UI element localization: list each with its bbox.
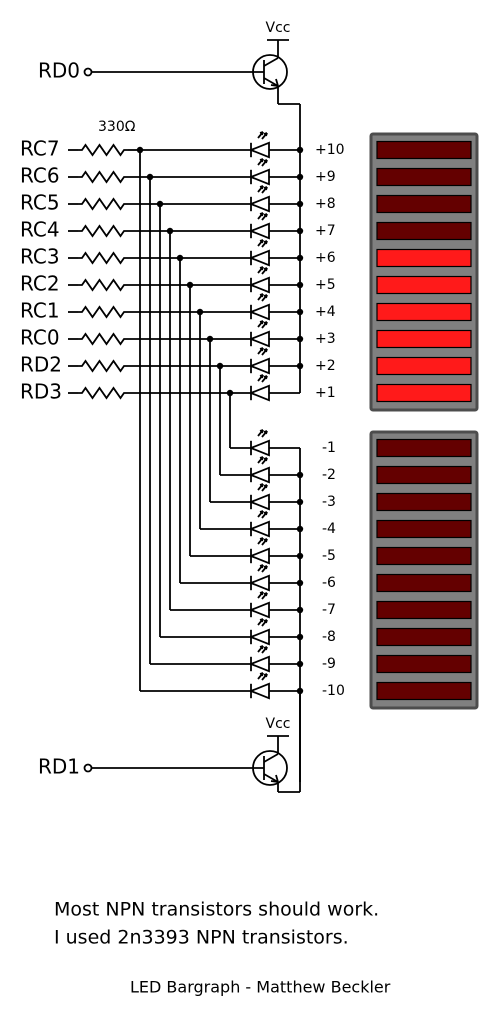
svg-text:+7: +7 xyxy=(315,223,336,239)
svg-text:RC0: RC0 xyxy=(20,326,60,350)
svg-text:Vcc: Vcc xyxy=(266,20,291,36)
svg-text:+2: +2 xyxy=(315,358,336,374)
svg-text:I used 2n3393 NPN transistors.: I used 2n3393 NPN transistors. xyxy=(54,927,349,949)
svg-text:RC7: RC7 xyxy=(20,137,60,161)
svg-text:Vcc: Vcc xyxy=(266,716,291,732)
svg-text:330Ω: 330Ω xyxy=(98,119,136,135)
svg-text:-7: -7 xyxy=(322,602,336,618)
svg-text:+3: +3 xyxy=(315,331,336,347)
svg-text:LED Bargraph - Matthew Beckler: LED Bargraph - Matthew Beckler xyxy=(130,978,391,997)
svg-text:+5: +5 xyxy=(315,277,336,293)
svg-text:-4: -4 xyxy=(322,521,336,537)
svg-text:-1: -1 xyxy=(322,440,336,456)
svg-text:+9: +9 xyxy=(315,169,336,185)
svg-text:+8: +8 xyxy=(315,196,336,212)
svg-text:-5: -5 xyxy=(322,548,336,564)
svg-text:+10: +10 xyxy=(315,142,345,158)
svg-text:-2: -2 xyxy=(322,467,336,483)
svg-text:RD2: RD2 xyxy=(20,353,62,377)
svg-text:-9: -9 xyxy=(322,656,336,672)
svg-text:RC4: RC4 xyxy=(20,218,60,242)
svg-text:-8: -8 xyxy=(322,629,336,645)
svg-text:RC6: RC6 xyxy=(20,164,60,188)
svg-text:RD3: RD3 xyxy=(20,380,62,404)
svg-text:+4: +4 xyxy=(315,304,336,320)
svg-text:RD0: RD0 xyxy=(38,59,80,83)
svg-text:-10: -10 xyxy=(322,683,345,699)
svg-text:RC1: RC1 xyxy=(20,299,60,323)
svg-text:RC2: RC2 xyxy=(20,272,60,296)
svg-text:-3: -3 xyxy=(322,494,336,510)
svg-text:RD1: RD1 xyxy=(38,755,80,779)
svg-text:-6: -6 xyxy=(322,575,336,591)
svg-text:+6: +6 xyxy=(315,250,336,266)
svg-text:RC5: RC5 xyxy=(20,191,60,215)
svg-text:+1: +1 xyxy=(315,385,336,401)
svg-text:Most NPN transistors should wo: Most NPN transistors should work. xyxy=(54,899,379,921)
svg-text:RC3: RC3 xyxy=(20,245,60,269)
